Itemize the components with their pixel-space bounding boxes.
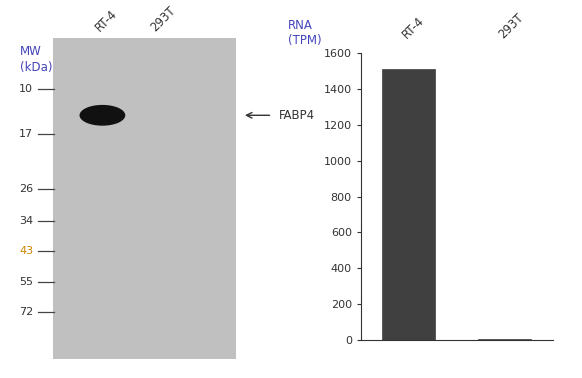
Text: 72: 72 [19, 307, 33, 317]
Text: 17: 17 [19, 129, 33, 139]
Bar [478, 339, 531, 340]
Ellipse shape [80, 105, 125, 126]
Text: 10: 10 [19, 84, 33, 94]
Text: 293T: 293T [148, 4, 178, 34]
Text: 55: 55 [19, 277, 33, 287]
Text: RT-4: RT-4 [400, 14, 427, 42]
Text: FABP4: FABP4 [278, 109, 314, 122]
Text: 293T: 293T [496, 11, 526, 42]
Text: RT-4: RT-4 [93, 7, 120, 34]
Text: MW
(kDa): MW (kDa) [20, 45, 52, 74]
Bar [382, 69, 435, 340]
Text: RNA
(TPM): RNA (TPM) [288, 19, 321, 47]
Text: 34: 34 [19, 216, 33, 226]
Text: 26: 26 [19, 184, 33, 194]
Text: 43: 43 [19, 246, 33, 256]
Bar [53, 38, 236, 359]
